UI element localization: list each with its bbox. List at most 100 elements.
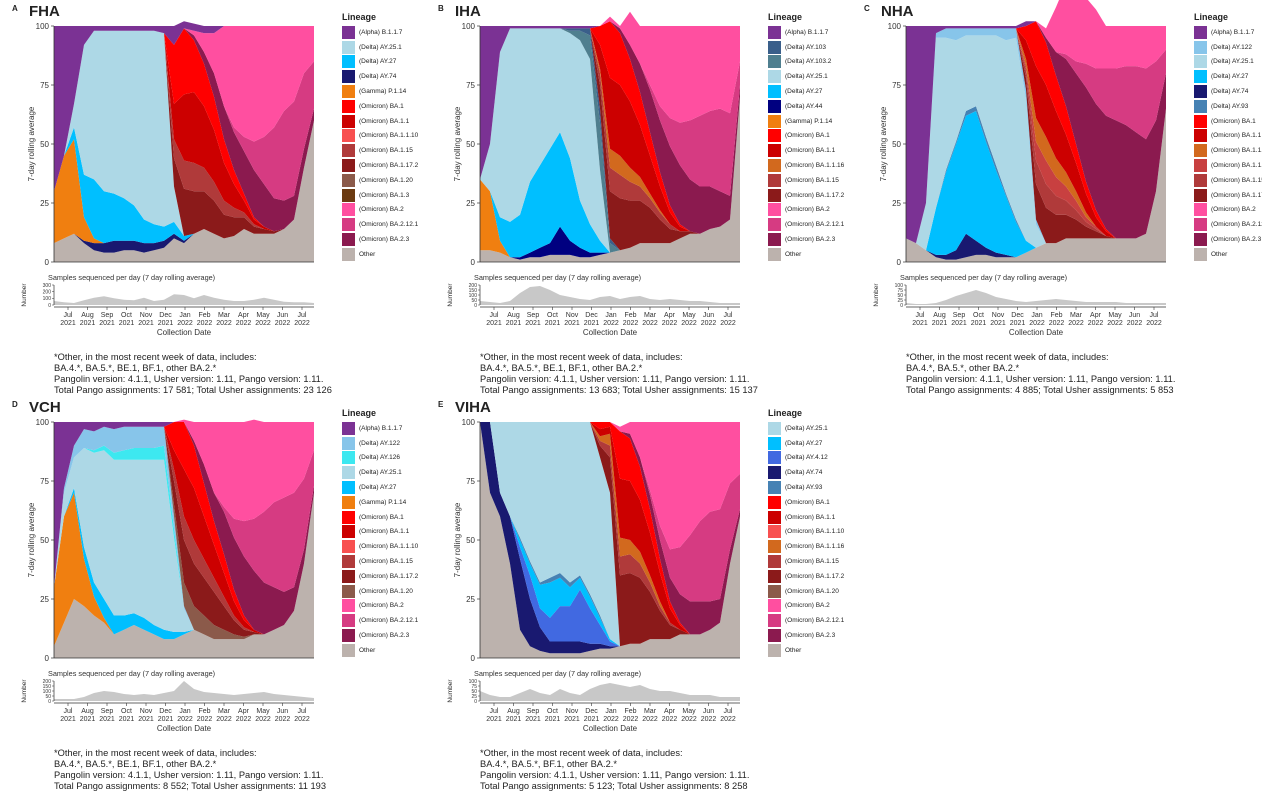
legend-label: (Delta) AY.126	[359, 454, 400, 462]
x-tick-month: Jul	[64, 708, 73, 715]
sub-y-tick-label: 50	[897, 293, 903, 299]
legend-item: (Gamma) P.1.14	[768, 114, 868, 129]
legend-label: (Omicron) BA.1.1	[359, 528, 410, 536]
area-series-delta-ay-27	[54, 120, 314, 244]
x-tick-month: Jan	[605, 708, 616, 715]
area-series-omicron-ba-1-1-16	[906, 28, 1166, 244]
legend-swatch	[768, 569, 781, 583]
y-tick-label: 75	[466, 477, 475, 486]
area-series-delta-ay-25-1	[54, 448, 314, 640]
legend-swatch	[342, 99, 355, 113]
panel-letter: E	[438, 400, 444, 409]
x-tick-year: 2022	[216, 320, 232, 327]
area-series-omicron-ba-1-1	[54, 30, 314, 232]
area-series-omicron-ba-1-15	[54, 426, 314, 635]
area-series-omicron-ba-2-12-1	[54, 422, 314, 592]
legend-item: Other	[342, 247, 442, 262]
x-tick-year: 2022	[294, 320, 310, 327]
legend-item: (Omicron) BA.1.1	[768, 510, 868, 525]
x-tick-year: 2022	[236, 320, 252, 327]
legend-swatch	[768, 451, 781, 465]
legend-item: (Omicron) BA.1.1.10	[768, 525, 868, 540]
sub-y-tick-label: 0	[474, 699, 477, 705]
legend-item: (Delta) AY.103	[768, 40, 868, 55]
x-tick-month: Feb	[198, 312, 210, 319]
legend-item: (Delta) AY.44	[768, 99, 868, 114]
legend-item: (Omicron) BA.1.1	[342, 525, 442, 540]
legend-item: (Delta) AY.25.1	[768, 69, 868, 84]
y-tick-label: 25	[40, 595, 49, 604]
legend-item: (Delta) AY.103.2	[768, 55, 868, 70]
legend-item: (Omicron) BA.1.1.10	[342, 539, 442, 554]
legend-item: Other	[1194, 247, 1262, 262]
x-tick-month: Jan	[179, 312, 190, 319]
legend-label: Other	[1211, 250, 1228, 258]
y-tick-label: 0	[45, 258, 50, 267]
footnote: *Other, in the most recent week of data,…	[54, 748, 326, 792]
legend-item: (Delta) AY.27	[342, 480, 442, 495]
legend-swatch	[342, 436, 355, 450]
x-tick-year: 2021	[951, 320, 967, 327]
x-tick-month: Mar	[218, 708, 231, 715]
area-series-delta-ay-25-1	[480, 28, 740, 253]
legend-swatch	[768, 159, 781, 173]
area-series-omicron-ba-1-17-2	[54, 30, 314, 239]
x-tick-year: 2021	[506, 320, 522, 327]
legend-label: (Omicron) BA.1.1.16	[1211, 147, 1262, 155]
legend-item: (Omicron) BA.1.20	[768, 584, 868, 599]
legend-item: (Omicron) BA.1.3	[342, 188, 442, 203]
sub-y-tick-label: 150	[43, 684, 52, 690]
x-tick-month: Apr	[1090, 312, 1102, 319]
x-tick-month: Sep	[953, 312, 966, 319]
x-tick-year: 2021	[138, 320, 154, 327]
legend-label: (Omicron) BA.1.1	[359, 117, 410, 125]
x-tick-year: 2022	[177, 320, 193, 327]
area-series-omicron-ba-1-1	[480, 28, 740, 234]
area-series-omicron-ba-2-3	[54, 28, 314, 232]
legend-swatch	[1194, 85, 1207, 99]
area-series-omicron-ba-2-3	[54, 422, 314, 635]
x-tick-month: Dec	[1011, 312, 1024, 319]
legend-swatch	[1194, 203, 1207, 217]
legend-label: (Delta) AY.74	[785, 469, 823, 477]
x-tick-year: 2021	[584, 716, 600, 723]
x-tick-month: Jun	[703, 708, 714, 715]
legend-item: (Omicron) BA.2.12.1	[342, 613, 442, 628]
panel-viha: E VIHA 0 25 50 75 100 7-day rolling average Samp…	[438, 399, 858, 791]
area-series-omicron-ba-1	[54, 422, 314, 635]
area-series-omicron-ba-2-3	[480, 422, 740, 635]
legend-item: (Omicron) BA.2	[342, 599, 442, 614]
sub-y-axis-label: Number	[21, 679, 28, 703]
x-tick-year: 2022	[642, 716, 658, 723]
x-tick-month: Nov	[140, 312, 153, 319]
x-tick-month: Feb	[1050, 312, 1062, 319]
area-series-omicron-ba-1	[480, 21, 740, 234]
samples-histogram	[480, 683, 740, 701]
area-series-omicron-ba-2-3	[480, 21, 740, 234]
legend-swatch	[768, 466, 781, 480]
x-tick-month: Mar	[1070, 312, 1083, 319]
sub-y-tick-label: 75	[897, 288, 903, 294]
legend-label: (Omicron) BA.1.15	[785, 558, 839, 566]
legend-swatch	[768, 55, 781, 69]
x-tick-year: 2022	[1107, 320, 1123, 327]
legend-label: (Omicron) BA.2	[785, 602, 830, 610]
legend-swatch	[768, 129, 781, 143]
samples-histogram	[54, 294, 314, 305]
legend-item: (Gamma) P.1.14	[342, 84, 442, 99]
x-tick-year: 2021	[932, 320, 948, 327]
legend-label: (Delta) AY.27	[785, 439, 823, 447]
area-series-omicron-ba-1-17-2	[480, 28, 740, 251]
x-tick-month: May	[256, 708, 270, 715]
legend-item: (Omicron) BA.1.15	[342, 554, 442, 569]
panel-vch: D VCH 0 25 50 75 100 7-day rolling average Sampl…	[12, 399, 432, 792]
x-tick-year: 2022	[623, 716, 639, 723]
area-series-delta-ay-25-1	[480, 422, 740, 647]
legend-label: (Omicron) BA.1.20	[359, 587, 413, 595]
y-tick-label: 25	[892, 199, 901, 208]
x-tick-month: Oct	[973, 312, 984, 319]
x-tick-month: Jul	[916, 312, 925, 319]
area-series-delta-ay-122	[54, 426, 314, 640]
x-tick-year: 2021	[486, 716, 502, 723]
sub-y-tick-label: 200	[469, 283, 478, 289]
